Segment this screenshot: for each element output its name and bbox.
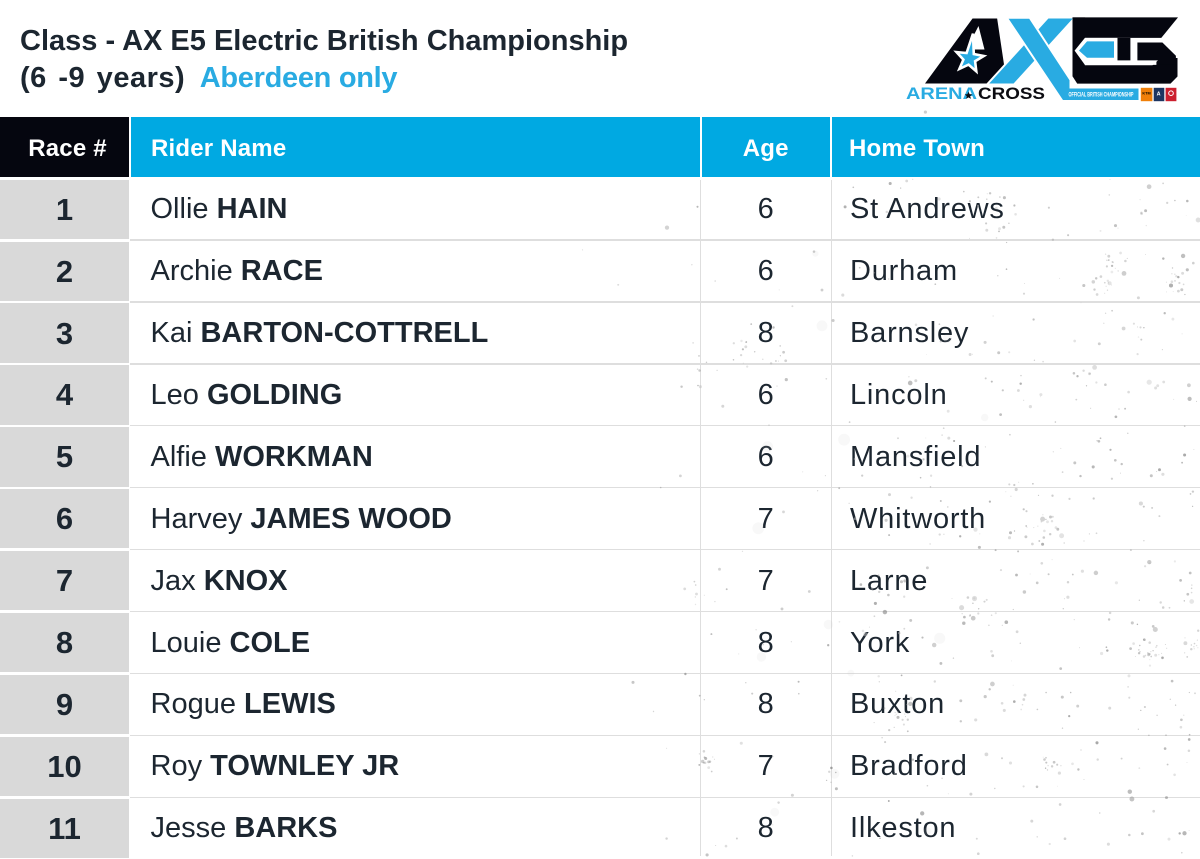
svg-text:CROSS: CROSS [978, 84, 1045, 103]
svg-text:KTM: KTM [1142, 92, 1150, 96]
svg-text:A: A [1157, 92, 1161, 98]
svg-text:ARENA: ARENA [906, 84, 977, 103]
svg-text:OFFICIAL BRITISH CHAMPIONSHIP: OFFICIAL BRITISH CHAMPIONSHIP [1069, 93, 1134, 99]
